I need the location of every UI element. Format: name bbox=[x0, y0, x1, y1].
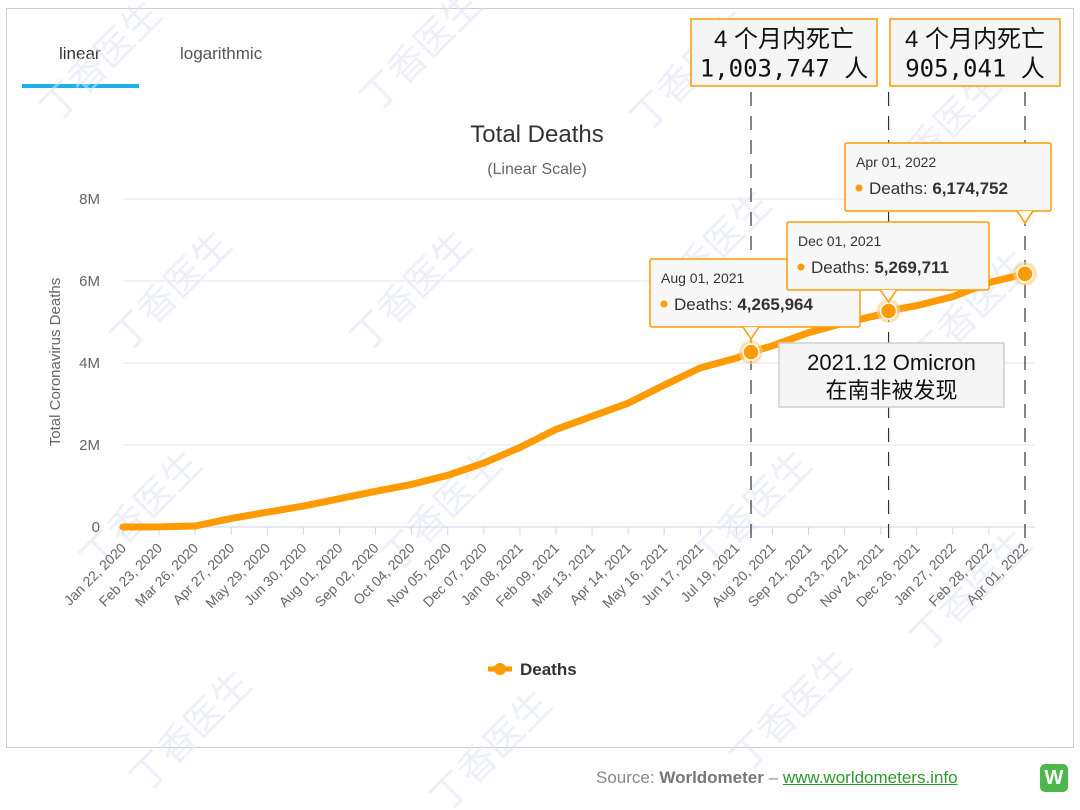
tooltip-marker bbox=[660, 300, 668, 308]
tooltip-label: Deaths: 4,265,964 bbox=[674, 295, 813, 314]
tooltip: Dec 01, 2021 Deaths: 5,269,711 bbox=[786, 221, 990, 304]
tooltip-label: Deaths: 5,269,711 bbox=[811, 258, 949, 277]
watermark-text: 丁香医生 bbox=[123, 663, 260, 800]
source-prefix: Source: bbox=[596, 768, 655, 787]
tooltip-date: Aug 01, 2021 bbox=[661, 270, 745, 286]
y-tick-label: 4M bbox=[79, 355, 100, 372]
tooltip-box bbox=[844, 142, 1052, 212]
tooltip-pointer bbox=[1016, 210, 1034, 225]
annotation-rect bbox=[889, 18, 1061, 87]
chart-subtitle: (Linear Scale) bbox=[487, 161, 587, 178]
watermark-text: 丁香医生 bbox=[33, 0, 170, 130]
watermark-text: 丁香医生 bbox=[353, 0, 490, 120]
tooltip-value: 4,265,964 bbox=[737, 295, 813, 314]
tooltip-pointer bbox=[879, 289, 898, 304]
annotation-line-2: 在南非被发现 bbox=[825, 378, 957, 403]
tooltip-date: Apr 01, 2022 bbox=[856, 154, 936, 170]
source-dash: – bbox=[768, 768, 779, 787]
tooltip-marker bbox=[855, 184, 863, 192]
annotation-rect bbox=[778, 342, 1005, 408]
y-tick-label: 0 bbox=[92, 519, 100, 536]
tooltip-pointer bbox=[742, 326, 760, 341]
annotation-line-1: 4 个月内死亡 bbox=[714, 26, 854, 53]
legend[interactable]: Deaths bbox=[488, 660, 577, 679]
y-tick-label: 2M bbox=[79, 437, 100, 454]
annotation-line-1: 4 个月内死亡 bbox=[905, 26, 1045, 53]
source-link[interactable]: www.worldometers.info bbox=[782, 768, 958, 787]
annotation-line-1: 2021.12 Omicron bbox=[807, 350, 976, 375]
active-tab-indicator bbox=[22, 84, 139, 88]
tab-logarithmic[interactable]: logarithmic bbox=[180, 44, 263, 63]
highlighted-points bbox=[739, 261, 1037, 365]
legend-marker bbox=[494, 663, 506, 675]
annotation-line-2: 905,041 人 bbox=[905, 55, 1045, 83]
watermark-text: 丁香医生 bbox=[423, 683, 560, 810]
tooltip-value: 5,269,711 bbox=[874, 258, 949, 277]
y-tick-label: 8M bbox=[79, 191, 100, 208]
chart-title: Total Deaths bbox=[470, 121, 603, 148]
watermark-text: 丁香医生 bbox=[103, 223, 240, 360]
y-tick-label: 6M bbox=[79, 273, 100, 290]
tooltip-value: 6,174,752 bbox=[932, 179, 1008, 198]
tab-linear[interactable]: linear bbox=[59, 44, 101, 63]
data-point[interactable] bbox=[1016, 265, 1034, 283]
annotation-box: 2021.12 Omicron 在南非被发现 bbox=[778, 342, 1005, 408]
watermark-text: 丁香医生 bbox=[343, 223, 480, 360]
tooltip-date: Dec 01, 2021 bbox=[798, 233, 881, 249]
y-axis-label: Total Coronavirus Deaths bbox=[47, 278, 64, 446]
tooltip-label: Deaths: 6,174,752 bbox=[869, 179, 1008, 198]
data-point[interactable] bbox=[742, 343, 760, 361]
worldometer-logo: W bbox=[1040, 764, 1068, 792]
data-point[interactable] bbox=[879, 302, 898, 320]
annotation-rect bbox=[690, 18, 878, 87]
legend-label: Deaths bbox=[520, 660, 577, 679]
source-name: Worldometer bbox=[659, 768, 764, 787]
annotation-line-2: 1,003,747 人 bbox=[700, 55, 869, 83]
watermark-text: 丁香医生 bbox=[723, 643, 860, 780]
source-credit: Source: Worldometer – www.worldometers.i… bbox=[596, 768, 958, 788]
tooltip-marker bbox=[797, 263, 805, 271]
tooltip: Apr 01, 2022 Deaths: 6,174,752 bbox=[844, 142, 1052, 225]
y-tick-layer: 0 2M 4M 6M 8M bbox=[79, 191, 100, 536]
